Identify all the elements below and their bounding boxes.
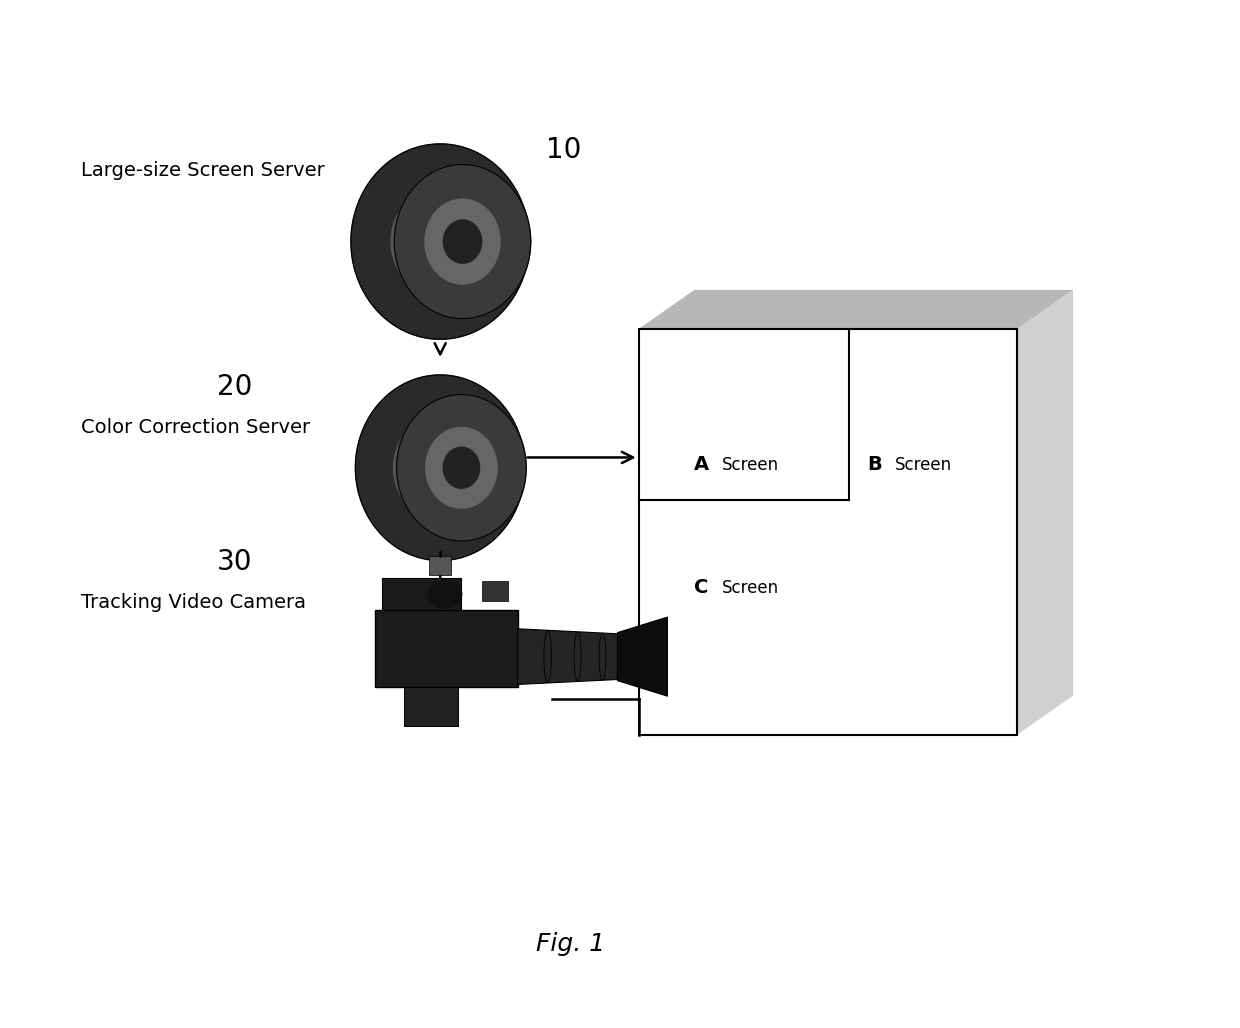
Text: 10: 10	[546, 137, 582, 164]
Circle shape	[622, 640, 662, 672]
Polygon shape	[434, 444, 464, 491]
Bar	[404, 688, 458, 726]
Bar	[482, 582, 507, 600]
Polygon shape	[618, 617, 667, 696]
Text: 30: 30	[217, 548, 253, 576]
Text: Color Correction Server: Color Correction Server	[81, 418, 310, 437]
Bar	[429, 556, 451, 575]
Polygon shape	[425, 428, 497, 508]
Text: Tracking Video Camera: Tracking Video Camera	[81, 593, 305, 612]
Polygon shape	[391, 188, 490, 295]
Polygon shape	[1017, 290, 1073, 735]
Text: B: B	[867, 454, 882, 474]
Text: C: C	[694, 578, 709, 597]
Polygon shape	[351, 144, 529, 339]
Polygon shape	[356, 375, 525, 560]
Polygon shape	[434, 217, 465, 266]
Polygon shape	[444, 220, 481, 263]
Text: Fig. 1: Fig. 1	[536, 932, 605, 956]
Circle shape	[428, 580, 461, 609]
Text: Screen: Screen	[722, 455, 779, 474]
Polygon shape	[393, 416, 487, 519]
Polygon shape	[443, 447, 480, 488]
Text: A: A	[694, 454, 709, 474]
Polygon shape	[425, 199, 500, 284]
Polygon shape	[639, 290, 1073, 329]
Polygon shape	[397, 395, 526, 541]
Polygon shape	[394, 164, 531, 319]
Text: Screen: Screen	[722, 579, 779, 597]
Bar	[382, 578, 461, 611]
Text: 20: 20	[217, 373, 253, 401]
Bar	[374, 611, 517, 688]
Polygon shape	[694, 290, 1073, 696]
Polygon shape	[517, 629, 618, 685]
Text: Large-size Screen Server: Large-size Screen Server	[81, 161, 325, 180]
Bar	[639, 329, 1017, 735]
Text: Screen: Screen	[894, 455, 951, 474]
